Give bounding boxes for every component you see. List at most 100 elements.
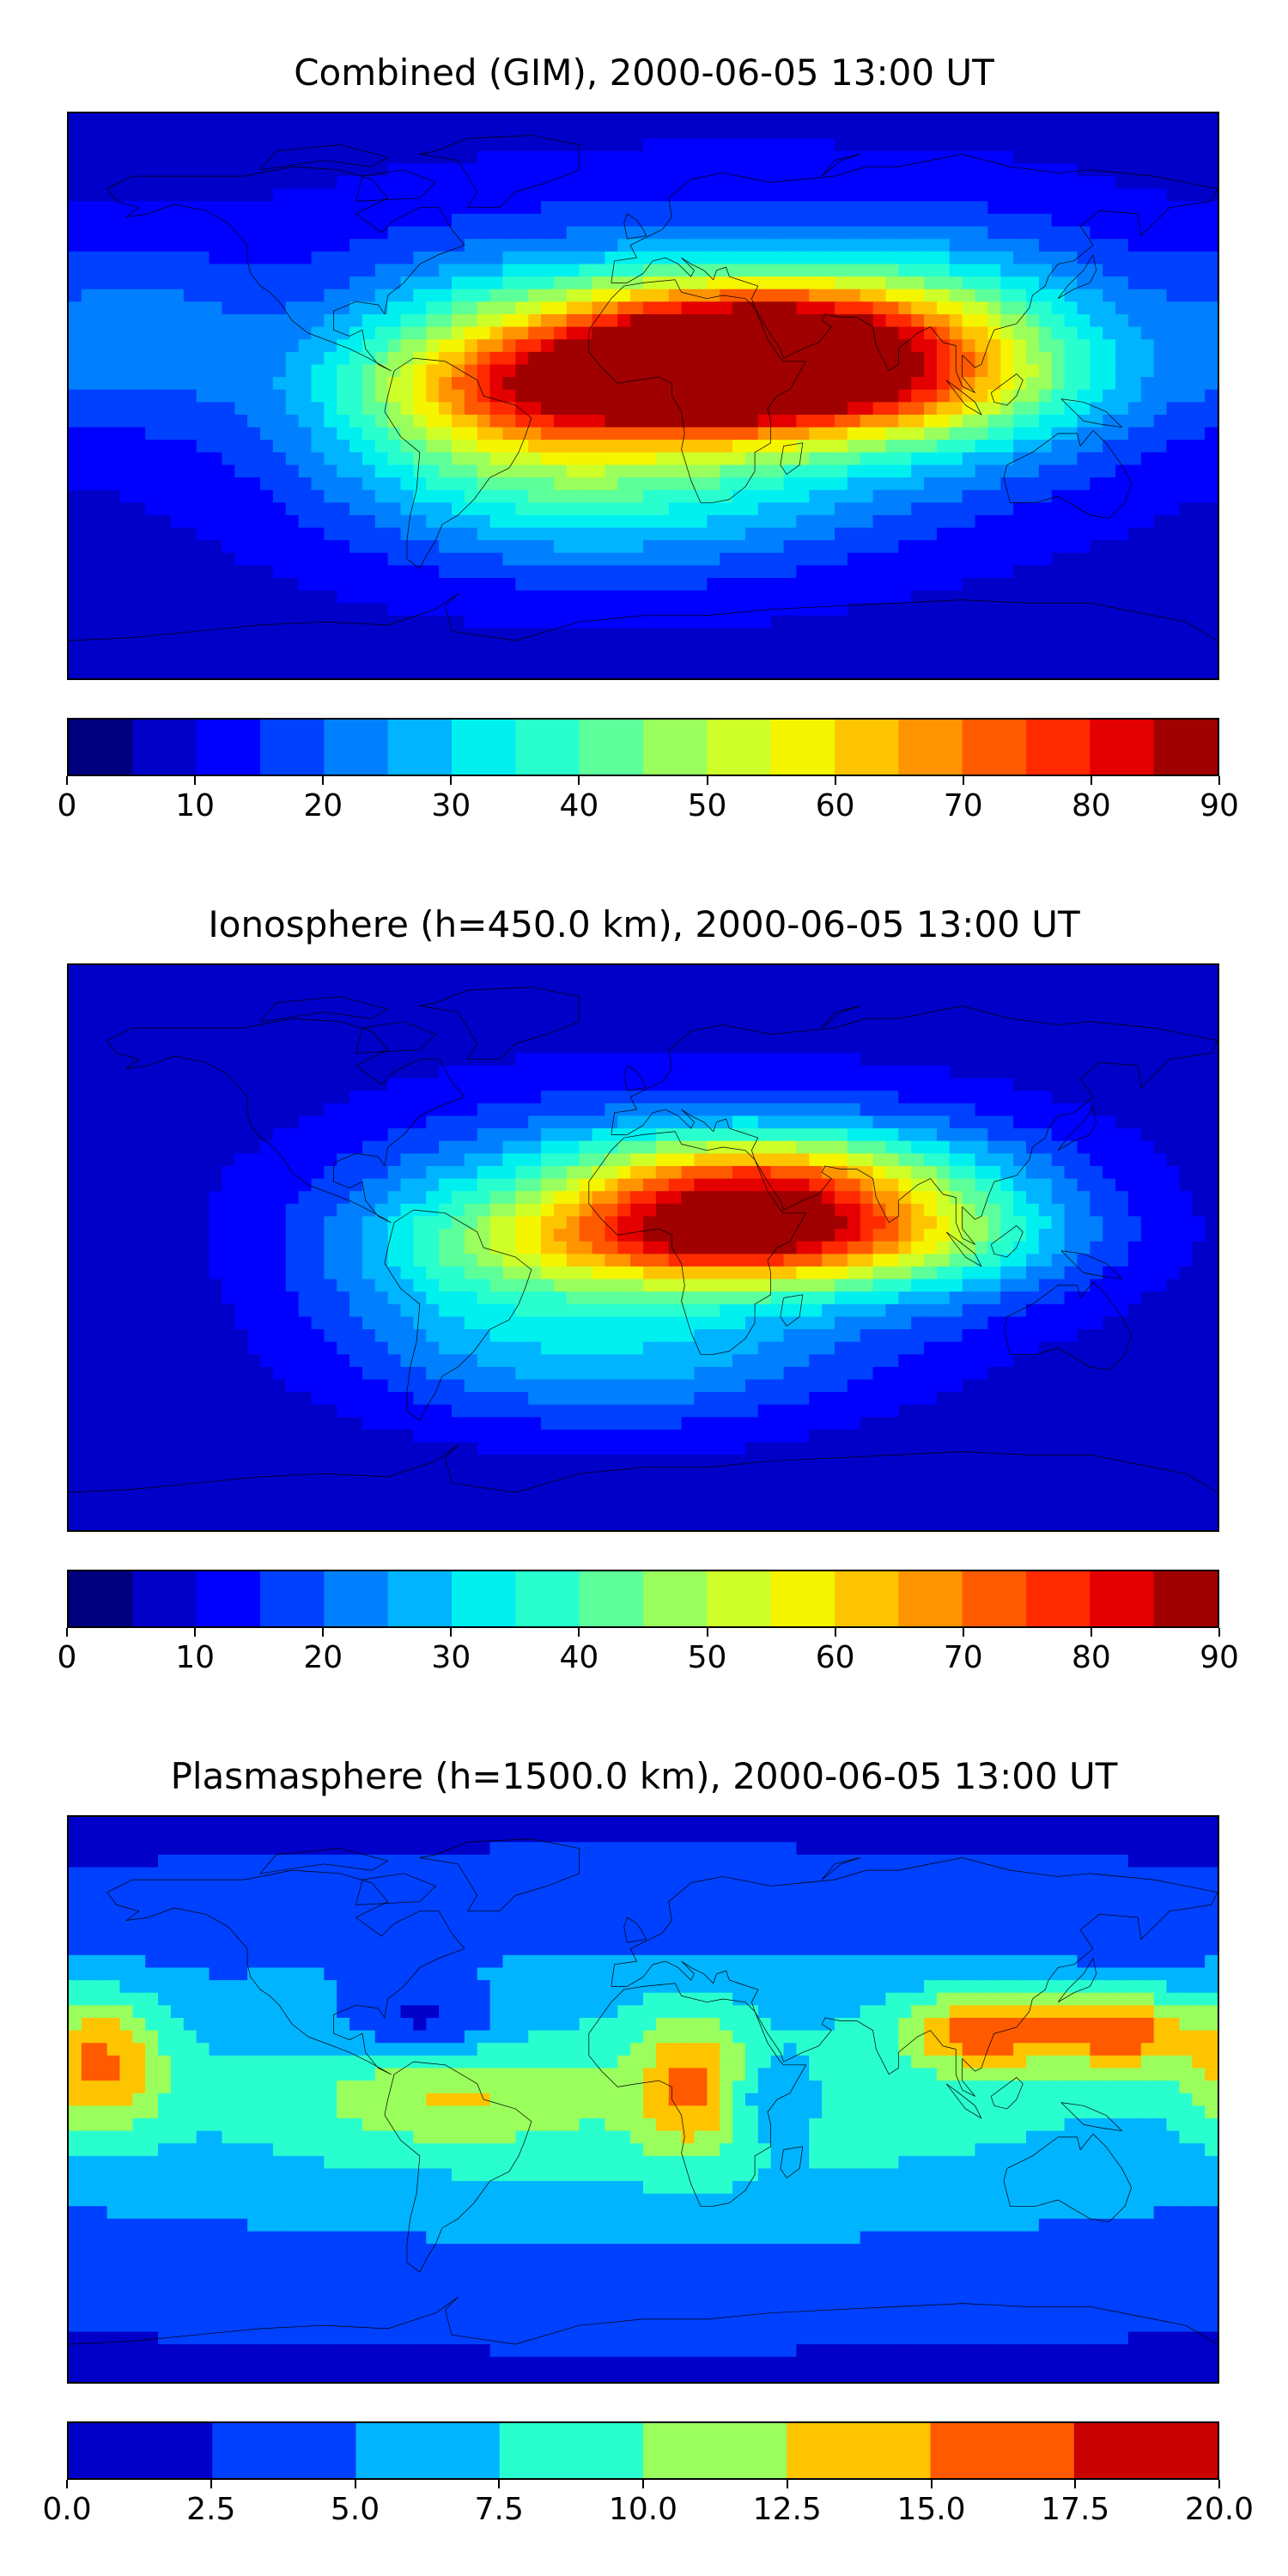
colorbar-swatch xyxy=(643,1571,708,1626)
coastline xyxy=(1061,399,1122,428)
colorbar-tick-label: 0 xyxy=(57,1640,77,1675)
coastline xyxy=(1004,2134,1132,2221)
colorbar-swatch xyxy=(962,1571,1027,1626)
colorbar-ionosphere-ticks: 0 10 20 30 40 50 60 70 80 90 xyxy=(58,1628,1239,1680)
colorbar-tick-label: 0 xyxy=(57,788,77,823)
colorbar-swatch xyxy=(324,720,389,775)
colorbar-tick xyxy=(194,1628,197,1637)
colorbar-plasmasphere xyxy=(67,2421,1219,2480)
coastline xyxy=(781,1295,803,1327)
colorbar-swatch xyxy=(387,720,453,775)
colorbar-swatch xyxy=(260,1571,325,1626)
coastline xyxy=(1058,1959,1097,2002)
colorbar-swatch xyxy=(1026,1571,1091,1626)
coastlines xyxy=(69,136,1218,641)
colorbar-swatch xyxy=(196,720,261,775)
colorbar-tick xyxy=(1074,2480,1077,2488)
colorbar-tick xyxy=(1090,1628,1092,1637)
colorbar-tick xyxy=(1218,2480,1220,2488)
colorbar-swatch xyxy=(452,720,517,775)
colorbar-tick-label: 5.0 xyxy=(330,2492,380,2527)
coastline xyxy=(69,2297,1218,2344)
colorbar-swatch xyxy=(355,2423,501,2478)
colorbar-tick-label: 15.0 xyxy=(896,2492,966,2527)
colorbar-tick-label: 60 xyxy=(815,788,855,823)
coastline xyxy=(107,1870,465,2075)
colorbar-tick xyxy=(706,1628,708,1637)
coastline xyxy=(356,1874,436,1905)
colorbar-tick xyxy=(322,776,325,785)
colorbar-swatch xyxy=(707,720,772,775)
coastline xyxy=(420,136,580,208)
coastlines xyxy=(69,1839,1218,2345)
colorbar-tick-label: 20.0 xyxy=(1184,2492,1255,2527)
coastline xyxy=(946,2084,981,2118)
coastline xyxy=(1061,1251,1122,1279)
coastline xyxy=(946,1232,981,1267)
colorbar-swatch xyxy=(643,2423,787,2478)
coastline xyxy=(1004,1282,1132,1370)
colorbar-tick-label: 90 xyxy=(1200,1640,1239,1675)
map-plasmasphere xyxy=(67,1815,1219,2384)
colorbar-swatch xyxy=(707,1571,772,1626)
coastline xyxy=(69,593,1218,641)
colorbar-swatch xyxy=(898,720,963,775)
coastline xyxy=(991,1225,1023,1257)
map-combined-svg xyxy=(69,113,1218,678)
colorbar-tick xyxy=(578,776,580,785)
colorbar-swatch xyxy=(1026,720,1091,775)
colorbar-tick-label: 7.5 xyxy=(474,2492,524,2527)
coastline xyxy=(107,167,465,371)
coastline xyxy=(624,214,647,239)
colorbar-tick xyxy=(322,1628,325,1637)
colorbar-tick xyxy=(962,1628,964,1637)
colorbar-swatch xyxy=(770,1571,835,1626)
coastline xyxy=(589,1132,806,1355)
colorbar-tick-label: 40 xyxy=(559,1640,599,1675)
colorbar-swatch xyxy=(1153,720,1218,775)
colorbar-tick-label: 50 xyxy=(687,1640,727,1675)
colorbar-swatch xyxy=(579,720,644,775)
coastline xyxy=(1058,1107,1097,1151)
coastline xyxy=(589,280,806,503)
coastline xyxy=(611,1858,1218,2097)
colorbar-tick-label: 10 xyxy=(175,788,216,823)
colorbar-swatch xyxy=(132,720,197,775)
colorbar-tick xyxy=(66,1628,68,1637)
colorbar-tick xyxy=(706,776,708,785)
colorbar-tick-label: 30 xyxy=(431,1640,471,1675)
coastline xyxy=(260,997,388,1022)
coastline xyxy=(822,1006,860,1029)
colorbar-tick-label: 50 xyxy=(687,788,727,823)
coastline xyxy=(420,1839,580,1911)
colorbar-tick-label: 10.0 xyxy=(608,2492,678,2527)
coastline xyxy=(1004,430,1132,518)
coastline xyxy=(260,145,388,170)
colorbar-tick-label: 80 xyxy=(1071,788,1111,823)
colorbar-tick-label: 20 xyxy=(303,1640,343,1675)
coastlines xyxy=(69,987,1218,1493)
colorbar-tick-label: 30 xyxy=(431,788,471,823)
coastline xyxy=(822,155,860,177)
colorbar-tick xyxy=(210,2480,212,2488)
colorbar-swatch xyxy=(69,1571,134,1626)
colorbar-swatch xyxy=(1090,720,1155,775)
colorbar-tick xyxy=(642,2480,644,2488)
colorbar-tick xyxy=(834,776,836,785)
coastline xyxy=(107,1018,465,1223)
colorbar-ionosphere-svg xyxy=(69,1571,1218,1626)
colorbar-tick-label: 70 xyxy=(943,788,983,823)
colorbar-ionosphere xyxy=(67,1570,1219,1628)
panel-title-ionosphere: Ionosphere (h=450.0 km), 2000-06-05 13:0… xyxy=(208,903,1080,945)
colorbar-swatch xyxy=(452,1571,517,1626)
colorbar-swatch xyxy=(1153,1571,1218,1626)
colorbar-swatch xyxy=(643,720,708,775)
colorbar-tick xyxy=(66,2480,68,2488)
coastline xyxy=(385,358,532,568)
coastline xyxy=(385,1210,532,1420)
colorbar-swatch xyxy=(515,720,580,775)
colorbar-swatch xyxy=(69,720,134,775)
colorbar-tick xyxy=(962,776,964,785)
colorbar-swatch xyxy=(930,2423,1075,2478)
